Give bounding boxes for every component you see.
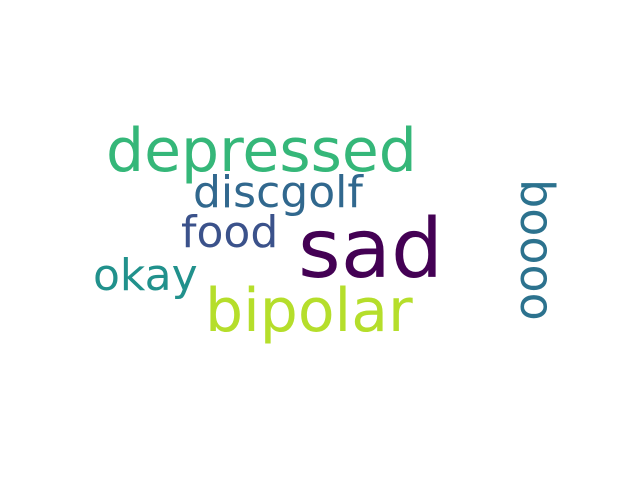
word-discgolf: discgolf <box>193 167 363 218</box>
word-depressed: depressed <box>106 116 417 186</box>
word-boooo: boooo <box>510 179 564 321</box>
word-sad: sad <box>298 202 444 297</box>
word-food: food <box>181 207 279 258</box>
word-okay: okay <box>93 250 198 301</box>
word-bipolar: bipolar <box>205 276 413 346</box>
